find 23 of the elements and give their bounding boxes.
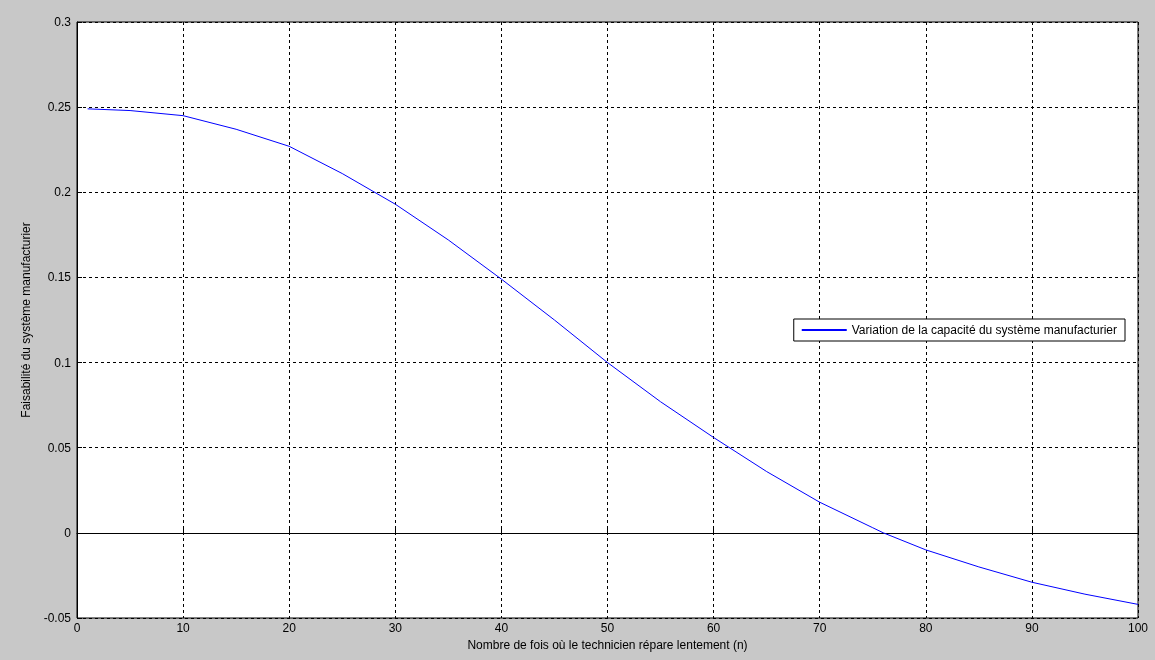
- y-tick-label: 0.3: [54, 15, 72, 29]
- x-tick-label: 10: [176, 621, 191, 635]
- y-axis-title: Faisabilité du système manufacturier: [19, 222, 33, 418]
- line-series: [87, 108, 1139, 605]
- y-tick-label: 0.1: [54, 355, 72, 370]
- x-tick-label: 70: [813, 621, 827, 635]
- x-tick-label: 50: [600, 621, 615, 635]
- x-axis-title: Nombre de fois où le technicien répare lentement (n): [467, 638, 748, 652]
- x-tick-label: 60: [706, 621, 721, 635]
- x-tick-label: 40: [494, 621, 509, 635]
- x-tick-label: 100: [1127, 621, 1149, 635]
- y-tick-label: 0: [64, 525, 72, 540]
- y-tick-label: 0.2: [54, 185, 72, 200]
- legend-label: Variation de la capacité du système manufacturier: [851, 323, 1117, 337]
- y-tick-label: 0.15: [47, 270, 72, 285]
- y-tick-label: -0.05: [43, 611, 72, 625]
- x-tick-label: 80: [919, 621, 933, 635]
- x-tick-label: 30: [388, 621, 403, 635]
- x-tick-label: 0: [73, 621, 81, 635]
- x-tick-label: 90: [1025, 621, 1039, 635]
- y-tick-label: 0.25: [47, 100, 72, 115]
- x-tick-label: 20: [282, 621, 297, 635]
- y-tick-label: 0.05: [47, 440, 72, 455]
